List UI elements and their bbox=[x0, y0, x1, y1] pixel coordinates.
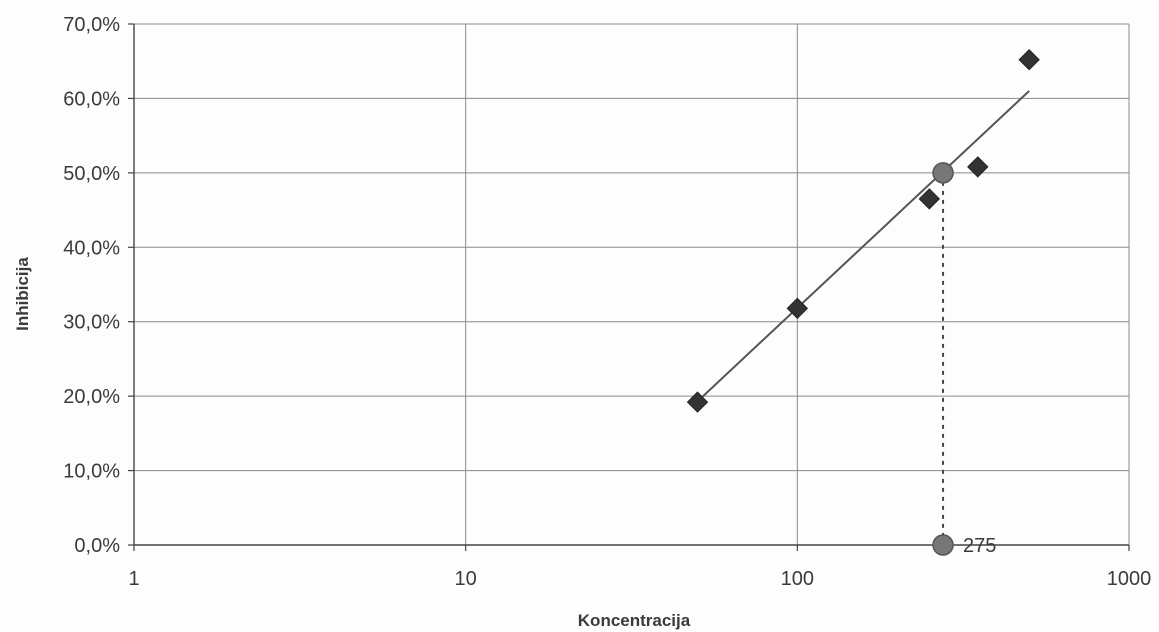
axes bbox=[128, 23, 1130, 551]
x-tick-label: 100 bbox=[781, 568, 814, 590]
x-axis-title: Koncentracija bbox=[578, 611, 691, 630]
y-tick-label: 70,0% bbox=[63, 14, 120, 36]
highlight-point-label: 275 bbox=[963, 535, 996, 557]
x-tick-label: 10 bbox=[455, 568, 477, 590]
y-tick-label: 20,0% bbox=[63, 386, 120, 408]
data-point-diamond bbox=[686, 391, 709, 413]
y-tick-label: 40,0% bbox=[63, 237, 120, 259]
x-tick-label: 1000 bbox=[1107, 568, 1152, 590]
data-points bbox=[686, 49, 1040, 413]
highlight-point bbox=[932, 534, 954, 556]
y-tick-label: 30,0% bbox=[63, 312, 120, 334]
data-point-diamond bbox=[786, 297, 809, 320]
highlight-group: 275 bbox=[932, 162, 996, 557]
highlight-point bbox=[932, 162, 954, 184]
y-tick-label: 10,0% bbox=[63, 461, 120, 483]
y-tick-label: 50,0% bbox=[63, 163, 120, 185]
grid bbox=[133, 23, 1130, 545]
trendline-group bbox=[696, 90, 1030, 403]
y-tick-label: 60,0% bbox=[63, 88, 120, 110]
y-tick-label: 0,0% bbox=[74, 535, 120, 557]
tick-labels: 0,0% 10,0% 20,0% 30,0% 40,0% 50,0% 60,0% 70,0% 1… bbox=[63, 14, 1151, 590]
y-axis-title: Inhibicija bbox=[13, 257, 32, 331]
trendline bbox=[696, 90, 1030, 403]
x-tick-label: 1 bbox=[128, 568, 139, 590]
data-point-diamond bbox=[1018, 49, 1040, 71]
data-point-diamond bbox=[918, 188, 941, 210]
data-point-diamond bbox=[967, 156, 989, 178]
